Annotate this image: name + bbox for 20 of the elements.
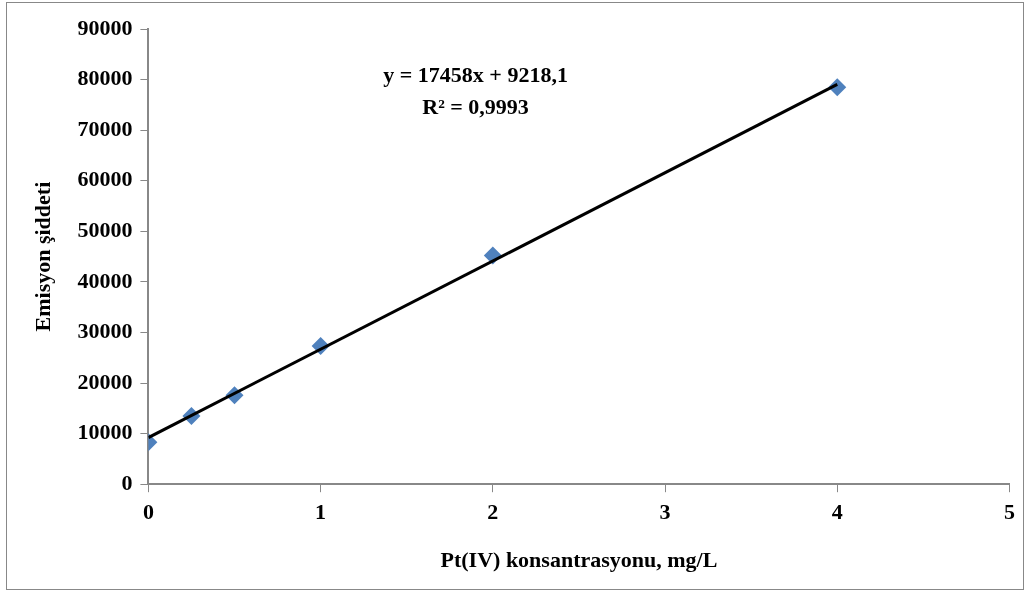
x-tick-label: 5 [1004,499,1015,525]
y-tick-label: 10000 [77,419,133,445]
y-tick-label: 30000 [77,318,133,344]
y-axis-title: Emisyon şiddeti [29,181,55,332]
x-tick-label: 3 [659,499,671,525]
x-tick-label: 0 [142,499,154,525]
x-tick-label: 1 [315,499,327,525]
annotation: R² = 0,9993 [422,93,529,119]
y-tick-label: 90000 [77,14,133,40]
y-tick-label: 80000 [77,65,133,91]
y-tick-label: 70000 [77,115,133,141]
y-tick-label: 50000 [77,217,133,242]
y-tick-label: 20000 [77,368,133,394]
y-tick-label: 0 [121,469,133,495]
x-tick-label: 4 [831,499,843,525]
x-tick-label: 2 [487,499,499,525]
y-tick-label: 40000 [77,267,133,293]
annotation: y = 17458x + 9218,1 [383,61,568,87]
y-tick-label: 60000 [77,166,133,192]
x-axis-title: Pt(IV) konsantrasyonu, mg/L [440,547,718,573]
